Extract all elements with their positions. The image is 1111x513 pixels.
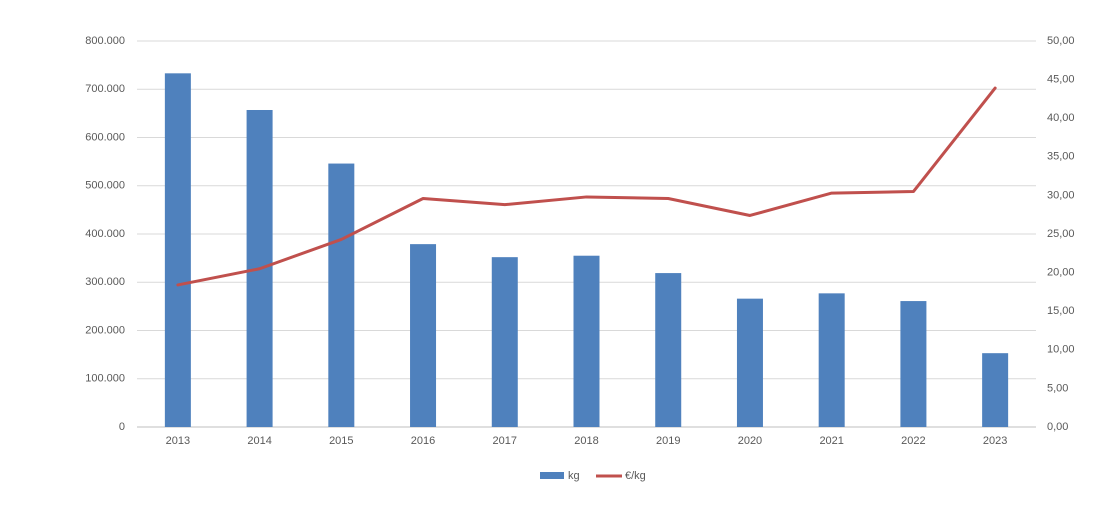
y-left-tick-label: 600.000 [85,131,125,143]
x-tick-label: 2015 [329,435,353,447]
x-tick-label: 2016 [411,435,435,447]
x-tick-label: 2014 [247,435,271,447]
y-right-tick-label: 45,00 [1047,74,1075,86]
y-right-tick-label: 5,00 [1047,382,1068,394]
y-right-tick-label: 35,00 [1047,151,1075,163]
y-right-tick-label: 25,00 [1047,228,1075,240]
bar-kg [655,273,682,427]
legend-swatch-kg [540,472,564,479]
y-right-tick-label: 50,00 [1047,35,1075,47]
y-left-tick-label: 0 [119,421,125,433]
x-tick-label: 2020 [738,435,762,447]
y-left-tick-label: 700.000 [85,83,125,95]
bar-kg [900,301,927,427]
x-tick-label: 2022 [901,435,925,447]
y-left-tick-label: 500.000 [85,180,125,192]
bar-kg [328,163,355,427]
legend-label-eur-per-kg: €/kg [625,470,646,482]
y-left-tick-label: 100.000 [85,373,125,385]
y-right-tick-label: 40,00 [1047,112,1075,124]
bar-kg [818,293,845,427]
x-tick-label: 2023 [983,435,1007,447]
bar-kg [164,73,191,427]
x-tick-label: 2013 [166,435,190,447]
y-right-tick-label: 30,00 [1047,189,1075,201]
x-tick-label: 2017 [493,435,517,447]
bar-kg [410,244,437,427]
legend-label-kg: kg [568,470,580,482]
x-tick-label: 2019 [656,435,680,447]
y-right-tick-label: 10,00 [1047,344,1075,356]
y-left-tick-label: 800.000 [85,35,125,47]
y-right-tick-label: 15,00 [1047,305,1075,317]
bar-kg [573,255,600,427]
y-right-tick-label: 20,00 [1047,267,1075,279]
bar-kg [491,257,518,427]
line-eur-per-kg [176,86,997,287]
bar-kg [982,353,1009,427]
y-left-tick-label: 400.000 [85,228,125,240]
y-right-tick-label: 0,00 [1047,421,1068,433]
bar-kg [736,298,763,427]
y-left-tick-label: 300.000 [85,276,125,288]
x-tick-label: 2021 [819,435,843,447]
y-left-tick-label: 200.000 [85,324,125,336]
x-tick-label: 2018 [574,435,598,447]
